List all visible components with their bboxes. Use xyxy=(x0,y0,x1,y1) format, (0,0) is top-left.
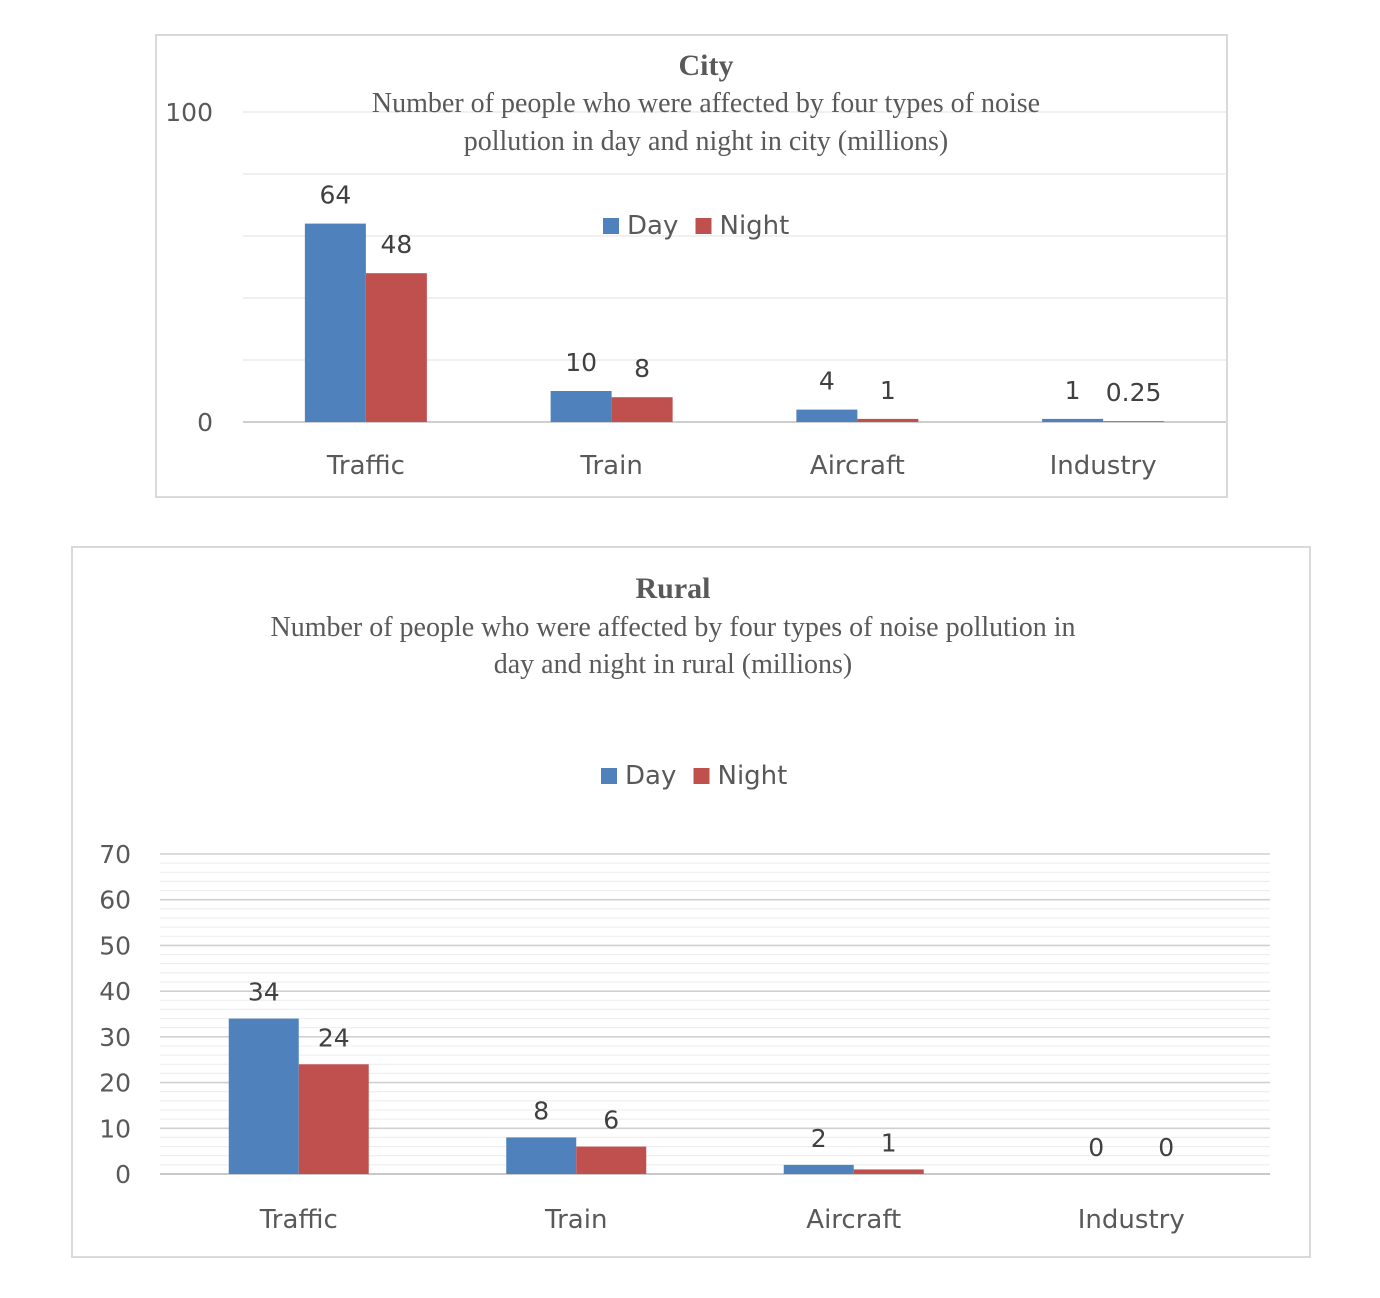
rural-chart-title: Rural xyxy=(636,572,711,605)
city-chart-title: City xyxy=(679,49,734,82)
rural-data-label-day-train: 8 xyxy=(533,1096,549,1125)
city-data-label-day-train: 10 xyxy=(565,348,597,377)
city-bar-day-train xyxy=(550,391,612,422)
city-bar-day-traffic xyxy=(304,223,366,422)
city-category-label: Train xyxy=(579,451,642,481)
rural-bar-night-traffic xyxy=(298,1064,369,1174)
city-legend-label-day: Day xyxy=(627,211,678,241)
rural-y-tick-label: 70 xyxy=(99,840,131,869)
rural-data-label-night-train: 6 xyxy=(603,1106,619,1135)
rural-y-tick-label: 0 xyxy=(115,1160,131,1189)
city-data-label-night-train: 8 xyxy=(634,354,650,383)
city-chart-subtitle-line: Number of people who were affected by fo… xyxy=(372,88,1040,119)
rural-data-label-day-industry: 0 xyxy=(1088,1133,1104,1162)
city-bar-night-industry xyxy=(1103,421,1165,422)
rural-data-label-day-traffic: 34 xyxy=(248,978,280,1007)
city-data-label-night-traffic: 48 xyxy=(380,230,412,259)
city-bar-night-train xyxy=(611,397,673,422)
rural-data-label-night-traffic: 24 xyxy=(318,1023,350,1052)
rural-category-label: Train xyxy=(544,1205,607,1235)
city-bar-day-aircraft xyxy=(796,409,858,422)
city-legend-swatch-night xyxy=(695,218,712,234)
city-data-label-day-traffic: 64 xyxy=(319,181,351,210)
rural-chart-svg: 0 10 20 30 40 50 60 70 34 24 Traffic 8 6 Train 2 1 Aircr… xyxy=(99,572,1270,1235)
city-bar-day-industry xyxy=(1042,418,1104,422)
rural-chart-subtitle-line: Number of people who were affected by fo… xyxy=(270,612,1075,643)
rural-y-tick-label: 10 xyxy=(99,1114,131,1143)
city-bar-night-aircraft xyxy=(857,418,919,422)
city-category-label: Industry xyxy=(1050,451,1157,481)
city-data-label-night-aircraft: 1 xyxy=(880,376,896,405)
city-bar-night-traffic xyxy=(365,273,427,422)
rural-category-label: Traffic xyxy=(259,1205,338,1235)
city-y-tick-label: 0 xyxy=(197,408,213,437)
rural-legend-swatch-day xyxy=(601,768,617,784)
city-chart-svg: 0 100 64 48 Traffic 10 8 Train 4 1 Aircraft 1 0.25 In… xyxy=(165,49,1226,481)
rural-y-tick-label: 20 xyxy=(99,1069,131,1098)
rural-bar-day-train xyxy=(506,1137,577,1174)
rural-chart-subtitle-line: day and night in rural (millions) xyxy=(494,649,853,680)
city-legend-swatch-day xyxy=(603,218,619,234)
rural-chart: 0 10 20 30 40 50 60 70 34 24 Traffic 8 6 Train 2 1 Aircr… xyxy=(71,546,1311,1258)
rural-y-tick-label: 40 xyxy=(99,977,131,1006)
city-data-label-night-industry: 0.25 xyxy=(1106,378,1162,407)
rural-y-tick-label: 50 xyxy=(99,931,131,960)
rural-bar-night-train xyxy=(576,1146,647,1174)
city-legend-label-night: Night xyxy=(720,211,790,241)
rural-legend-label-night: Night xyxy=(718,761,788,791)
city-chart: 0 100 64 48 Traffic 10 8 Train 4 1 Aircraft 1 0.25 In… xyxy=(155,34,1228,498)
rural-bar-night-aircraft xyxy=(853,1169,924,1174)
city-category-label: Aircraft xyxy=(810,451,905,481)
city-category-label: Traffic xyxy=(326,451,405,481)
rural-category-label: Aircraft xyxy=(806,1205,901,1235)
rural-data-label-night-industry: 0 xyxy=(1158,1133,1174,1162)
rural-y-tick-label: 30 xyxy=(99,1023,131,1052)
rural-y-tick-label: 60 xyxy=(99,886,131,915)
rural-legend-swatch-night xyxy=(693,768,710,784)
rural-data-label-day-aircraft: 2 xyxy=(811,1124,827,1153)
city-data-label-day-industry: 1 xyxy=(1065,376,1081,405)
city-chart-subtitle-line: pollution in day and night in city (mill… xyxy=(464,126,949,157)
city-y-tick-label: 100 xyxy=(165,98,213,127)
rural-data-label-night-aircraft: 1 xyxy=(881,1128,897,1157)
rural-legend-label-day: Day xyxy=(625,761,676,791)
rural-bar-day-traffic xyxy=(228,1018,299,1174)
city-data-label-day-aircraft: 4 xyxy=(819,367,835,396)
rural-category-label: Industry xyxy=(1078,1205,1185,1235)
rural-bar-day-aircraft xyxy=(783,1164,854,1174)
